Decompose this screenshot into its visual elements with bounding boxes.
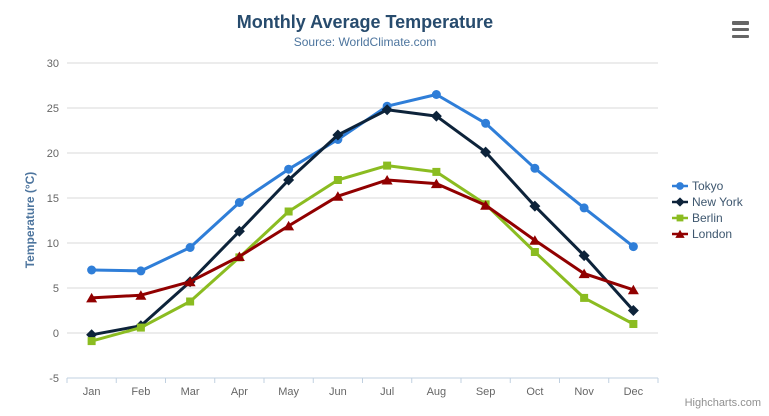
circle-marker-icon[interactable] [87, 265, 97, 275]
diamond-marker-icon[interactable] [332, 129, 344, 141]
y-axis-label: -5 [49, 373, 59, 385]
circle-marker-icon[interactable] [579, 203, 589, 213]
square-marker-icon[interactable] [136, 323, 145, 332]
square-marker-icon[interactable] [629, 320, 638, 328]
circle-legend-icon [672, 182, 688, 190]
square-marker-icon[interactable] [186, 297, 195, 306]
square-marker-icon[interactable] [383, 161, 392, 170]
triangle-marker-icon[interactable] [135, 290, 147, 300]
triangle-marker-icon[interactable] [675, 229, 685, 238]
legend-item-new-york[interactable]: New York [672, 194, 743, 210]
square-legend-icon [672, 214, 688, 222]
credits-link[interactable]: Highcharts.com [684, 397, 761, 409]
triangle-marker-icon[interactable] [86, 292, 98, 303]
triangle-marker-icon[interactable] [480, 200, 492, 210]
diamond-marker-icon[interactable] [430, 110, 442, 122]
y-axis-label: 25 [47, 103, 59, 115]
square-marker-icon[interactable] [580, 293, 589, 302]
square-marker-icon[interactable] [284, 207, 293, 216]
x-axis-label: Jul [380, 386, 394, 398]
triangle-marker-icon[interactable] [283, 220, 295, 231]
circle-marker-icon[interactable] [481, 118, 491, 128]
triangle-marker-icon[interactable] [430, 178, 442, 189]
diamond-legend-icon [672, 197, 688, 207]
diamond-marker-icon[interactable] [578, 250, 590, 262]
x-axis-label: Nov [574, 386, 594, 398]
circle-marker-icon[interactable] [530, 163, 540, 173]
diamond-marker-icon[interactable] [627, 305, 639, 316]
series-new-york[interactable] [86, 104, 639, 341]
diamond-marker-icon[interactable] [675, 197, 685, 207]
square-marker-icon[interactable] [432, 167, 441, 176]
triangle-marker-icon[interactable] [332, 191, 344, 201]
square-marker-icon[interactable] [676, 214, 684, 222]
circle-marker-icon[interactable] [136, 266, 146, 276]
series-line [90, 178, 635, 300]
diamond-marker-icon[interactable] [233, 225, 245, 237]
y-axis-label: 15 [47, 193, 59, 205]
triangle-marker-icon[interactable] [233, 251, 245, 262]
diamond-marker-icon[interactable] [381, 104, 393, 116]
triangle-legend-icon [672, 229, 688, 238]
chart-context-menu-button[interactable] [731, 20, 752, 39]
y-axis-label: 20 [47, 148, 59, 160]
legend-label: London [692, 227, 733, 241]
y-axis-label: 5 [53, 283, 59, 295]
x-axis-label: Jun [329, 386, 347, 398]
square-marker-icon[interactable] [87, 337, 96, 346]
x-axis-label: Mar [181, 386, 200, 398]
triangle-marker-icon[interactable] [529, 235, 541, 245]
legend-item-tokyo[interactable]: Tokyo [672, 178, 743, 194]
chart-title: Monthly Average Temperature [236, 12, 494, 32]
triangle-marker-icon[interactable] [627, 284, 639, 295]
legend-label: Tokyo [692, 179, 724, 193]
circle-marker-icon[interactable] [431, 90, 441, 99]
square-marker-icon[interactable] [333, 176, 342, 184]
x-axis-label: Jan [83, 386, 101, 398]
triangle-marker-icon[interactable] [184, 276, 196, 287]
y-axis-label: 30 [47, 58, 59, 70]
legend-item-london[interactable]: London [672, 226, 743, 242]
x-axis-label: Dec [624, 386, 644, 398]
legend: Tokyo New York Berlin London [672, 178, 743, 242]
diamond-marker-icon[interactable] [283, 174, 295, 186]
x-axis-label: Oct [526, 386, 543, 398]
triangle-marker-icon[interactable] [381, 175, 393, 185]
y-axis-label: 0 [53, 328, 59, 340]
diamond-marker-icon[interactable] [480, 146, 492, 158]
circle-marker-icon[interactable] [185, 243, 195, 252]
x-axis-label: Feb [131, 386, 150, 398]
legend-label: Berlin [692, 211, 723, 225]
x-axis-label: Apr [231, 386, 248, 398]
series-line [90, 108, 635, 337]
circle-marker-icon[interactable] [284, 164, 294, 174]
x-axis-label: Sep [476, 386, 496, 398]
chart-subtitle: Source: WorldClimate.com [293, 35, 437, 49]
circle-marker-icon[interactable] [628, 242, 638, 252]
series-tokyo[interactable] [87, 90, 638, 276]
circle-marker-icon[interactable] [676, 182, 684, 190]
x-axis-label: May [278, 386, 299, 398]
y-axis-label: 10 [47, 238, 59, 250]
diamond-marker-icon[interactable] [529, 200, 541, 212]
square-marker-icon[interactable] [530, 248, 539, 256]
legend-label: New York [692, 195, 743, 209]
x-axis-label: Aug [427, 386, 447, 398]
triangle-marker-icon[interactable] [578, 268, 590, 279]
legend-item-berlin[interactable]: Berlin [672, 210, 743, 226]
series-london[interactable] [86, 175, 639, 303]
series-line [90, 164, 635, 343]
circle-marker-icon[interactable] [234, 198, 244, 207]
